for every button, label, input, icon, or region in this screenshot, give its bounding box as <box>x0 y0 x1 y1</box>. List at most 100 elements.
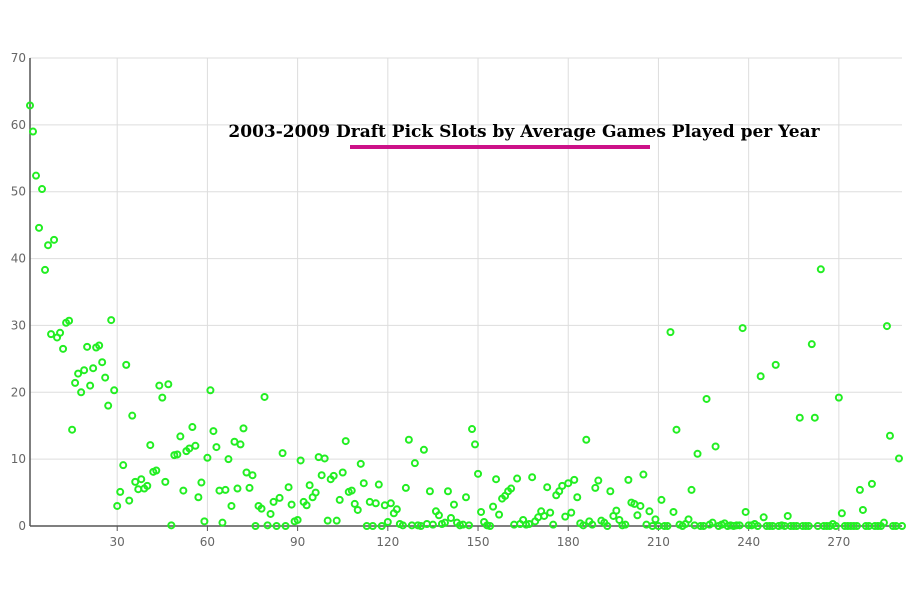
data-point <box>425 487 434 496</box>
data-point <box>594 476 603 485</box>
data-point <box>350 499 359 508</box>
data-point <box>242 468 251 477</box>
data-point <box>305 481 314 490</box>
data-point <box>56 328 65 337</box>
data-point <box>462 493 470 502</box>
y-tick-label: 60 <box>11 118 26 132</box>
data-point <box>564 479 573 488</box>
data-point <box>230 437 239 446</box>
y-tick-label: 0 <box>18 519 26 533</box>
data-point <box>80 366 89 375</box>
y-tick-label: 10 <box>11 452 26 466</box>
data-point <box>317 471 326 480</box>
data-point <box>278 449 287 458</box>
data-point <box>32 171 41 180</box>
data-point <box>155 381 164 390</box>
data-point <box>696 522 705 530</box>
data-point <box>272 522 281 530</box>
x-tick-label: 30 <box>110 535 125 549</box>
data-point <box>128 411 137 420</box>
data-point <box>837 509 846 518</box>
data-points <box>26 101 906 530</box>
data-point <box>143 481 152 490</box>
data-point <box>882 322 891 331</box>
data-point <box>95 341 104 350</box>
x-tick-label: 120 <box>376 535 399 549</box>
data-point <box>693 449 702 458</box>
data-point <box>434 511 443 520</box>
data-point <box>209 427 218 436</box>
data-point <box>591 483 600 492</box>
data-point <box>236 440 245 449</box>
data-point <box>801 522 810 530</box>
data-point <box>329 471 338 480</box>
data-point <box>260 392 269 401</box>
data-point <box>573 493 582 502</box>
data-point <box>338 468 347 477</box>
data-point <box>867 479 876 488</box>
data-point <box>428 520 437 529</box>
data-point <box>368 522 377 530</box>
data-point <box>224 455 233 464</box>
data-point <box>353 505 362 514</box>
data-point <box>855 485 864 494</box>
data-point <box>810 413 819 422</box>
data-point <box>311 488 320 497</box>
data-point <box>44 241 53 250</box>
chart-title: 2003-2009 Draft Pick Slots by Average Ga… <box>228 122 820 142</box>
data-point <box>684 515 693 524</box>
data-point <box>125 496 134 505</box>
data-point <box>179 486 188 495</box>
data-point <box>546 508 555 517</box>
data-point <box>528 473 537 482</box>
data-point <box>341 437 350 446</box>
data-point <box>440 518 449 527</box>
data-point <box>765 522 774 530</box>
data-point <box>771 360 780 369</box>
data-point <box>446 513 455 522</box>
data-point <box>371 499 380 508</box>
data-point <box>263 521 272 530</box>
data-point <box>732 521 741 530</box>
data-point <box>359 479 368 488</box>
data-point <box>852 522 861 530</box>
x-tick-label: 180 <box>557 535 580 549</box>
data-point <box>83 342 92 351</box>
data-point <box>849 522 858 530</box>
data-point <box>477 507 486 516</box>
data-point <box>492 475 501 484</box>
title-group: 2003-2009 Draft Pick Slots by Average Ga… <box>228 122 821 149</box>
data-point <box>663 522 672 530</box>
data-point <box>212 443 221 452</box>
data-point <box>59 344 68 353</box>
data-point <box>513 474 522 483</box>
data-point <box>603 522 612 530</box>
data-point <box>558 481 567 490</box>
data-point <box>636 501 645 510</box>
data-point <box>146 441 155 450</box>
data-point <box>834 393 843 402</box>
data-point <box>789 522 798 530</box>
data-point <box>474 469 483 478</box>
data-point <box>753 522 762 530</box>
data-point <box>116 487 125 496</box>
data-point <box>687 485 696 494</box>
title-underline <box>350 145 650 149</box>
data-point <box>741 507 750 516</box>
data-point <box>861 522 870 530</box>
data-point <box>738 324 747 333</box>
data-point <box>26 101 34 110</box>
data-point <box>122 360 131 369</box>
data-point <box>567 508 576 517</box>
data-point <box>449 500 458 509</box>
data-point <box>347 486 356 495</box>
data-point <box>68 425 77 434</box>
grid-lines <box>30 57 902 526</box>
x-tick-label: 240 <box>737 535 760 549</box>
data-point <box>245 483 254 492</box>
x-tick-label: 60 <box>200 535 215 549</box>
data-point <box>200 517 209 526</box>
data-point <box>606 487 615 496</box>
data-point <box>71 378 80 387</box>
data-point <box>320 454 329 463</box>
